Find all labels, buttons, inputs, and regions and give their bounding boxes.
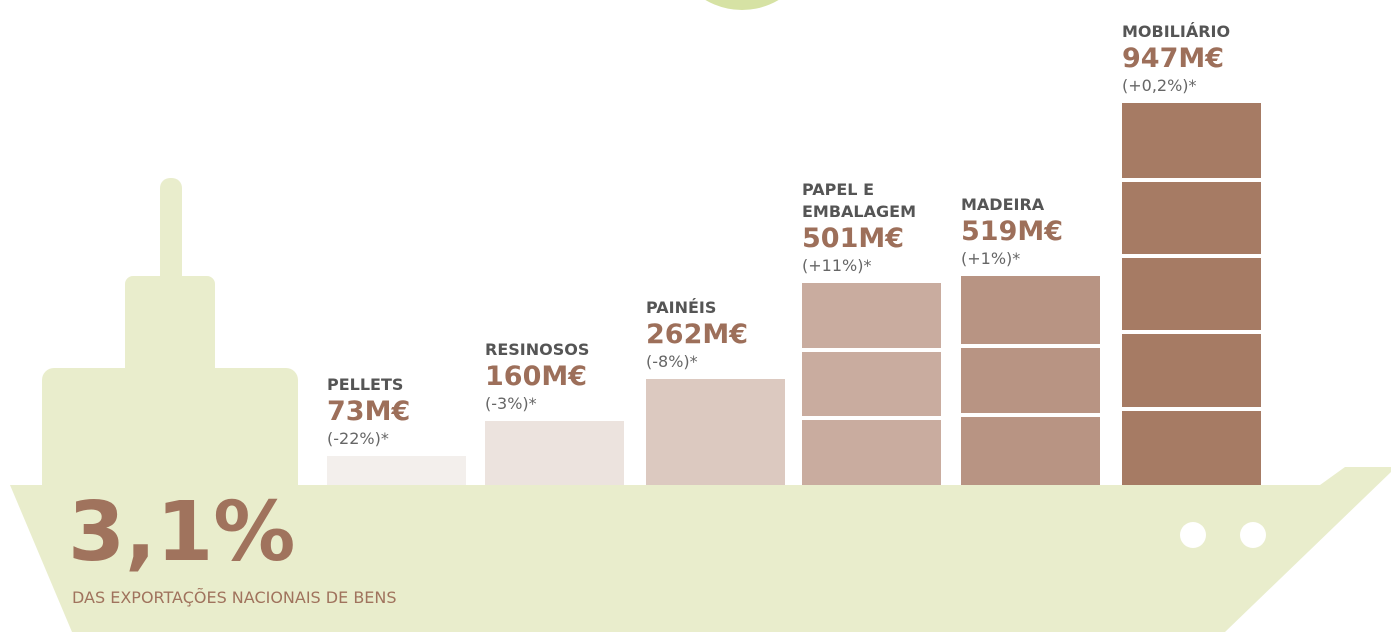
value-label: 262M€ bbox=[646, 319, 786, 351]
category-label: PAINÉIS bbox=[646, 297, 786, 319]
change-label: (+1%)* bbox=[961, 248, 1101, 270]
change-label: (+0,2%)* bbox=[1122, 75, 1262, 97]
infographic: 3,1% DAS EXPORTAÇÕES NACIONAIS DE BENS P… bbox=[0, 0, 1391, 632]
bar bbox=[327, 456, 466, 485]
bar-separator bbox=[961, 413, 1100, 417]
bar bbox=[802, 283, 941, 485]
bar-separator bbox=[1122, 330, 1261, 334]
value-label: 160M€ bbox=[485, 361, 625, 393]
bar bbox=[646, 379, 785, 485]
bar bbox=[485, 421, 624, 485]
category-label: PAPEL E EMBALAGEM bbox=[802, 179, 942, 223]
highlight-caption: DAS EXPORTAÇÕES NACIONAIS DE BENS bbox=[72, 588, 397, 607]
value-label: 501M€ bbox=[802, 223, 942, 255]
change-label: (+11%)* bbox=[802, 255, 942, 277]
bar-separator bbox=[961, 344, 1100, 348]
value-label: 519M€ bbox=[961, 216, 1101, 248]
cabin bbox=[42, 368, 298, 498]
value-label: 73M€ bbox=[327, 396, 467, 428]
category-label: PELLETS bbox=[327, 374, 467, 396]
bar-separator bbox=[1122, 407, 1261, 411]
bar-separator bbox=[1122, 254, 1261, 258]
bar-separator bbox=[802, 348, 941, 352]
value-label: 947M€ bbox=[1122, 43, 1262, 75]
porthole bbox=[1180, 522, 1206, 548]
category-label: MADEIRA bbox=[961, 194, 1101, 216]
change-label: (-22%)* bbox=[327, 428, 467, 450]
change-label: (-8%)* bbox=[646, 351, 786, 373]
bar-separator bbox=[802, 416, 941, 420]
category-label: RESINOSOS bbox=[485, 339, 625, 361]
bar-separator bbox=[1122, 178, 1261, 182]
change-label: (-3%)* bbox=[485, 393, 625, 415]
highlight: 3,1% bbox=[68, 488, 295, 578]
bar bbox=[1122, 103, 1261, 485]
porthole bbox=[1240, 522, 1266, 548]
decor-circle bbox=[670, 0, 814, 10]
bar bbox=[961, 276, 1100, 485]
category-label: MOBILIÁRIO bbox=[1122, 21, 1262, 43]
